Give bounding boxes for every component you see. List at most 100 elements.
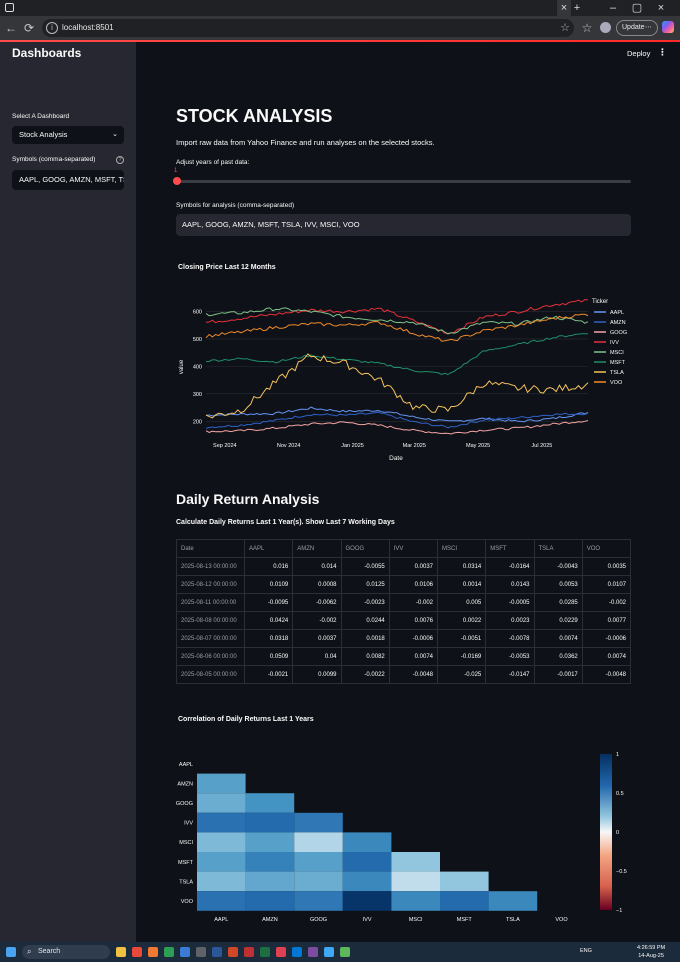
app-icon-7[interactable] [292,947,302,957]
back-icon[interactable]: ← [5,21,17,35]
heatmap-cell[interactable] [245,832,295,852]
heatmap-cell[interactable] [245,793,295,813]
series-line-aapl[interactable] [205,406,589,423]
sidebar-symbols-input[interactable]: AAPL, GOOG, AMZN, MSFT, TS [12,170,124,190]
update-button[interactable]: Update ⋯ [616,20,658,36]
deploy-button[interactable]: Deploy [627,49,651,58]
heatmap-cell[interactable] [391,871,440,892]
series-line-tsla[interactable] [205,353,589,419]
heatmap-cell[interactable] [197,891,246,911]
years-slider[interactable] [176,180,631,183]
heatmap-cell[interactable] [245,891,295,911]
heatmap-cell[interactable] [245,871,295,892]
heatmap-cell[interactable] [197,812,246,833]
powerpoint-icon[interactable] [228,947,238,957]
app-icon-3[interactable] [164,947,174,957]
site-info-icon[interactable]: i [46,22,58,34]
app-icon-1[interactable] [132,947,142,957]
dashboard-select[interactable]: Stock Analysis ⌄ [12,126,124,144]
series-line-ivv[interactable] [205,299,589,334]
legend-item-voo[interactable]: VOO [610,380,623,386]
heatmap-cell[interactable] [342,891,392,911]
heatmap-cell[interactable] [197,852,246,872]
legend-item-aapl[interactable]: AAPL [610,310,624,316]
table-row[interactable]: 2025-08-12 00:00:00 0.0109 0.0008 0.0125 0.0… [176,575,632,594]
table-row[interactable]: 2025-08-05 00:00:00 -0.0021 0.0099 -0.0022-… [176,665,632,684]
returns-table[interactable]: Date AAPL AMZN GOOG IVV MSCI MSFT TSLA VOO 2025-… [176,539,632,684]
column-header[interactable]: MSFT [485,539,535,558]
heatmap-cell[interactable] [294,832,343,852]
column-header[interactable]: IVV [388,539,439,558]
app-icon-2[interactable] [148,947,158,957]
column-header[interactable]: TSLA [533,539,583,558]
taskbar-search[interactable]: ⌕ Search [22,945,110,959]
table-row[interactable]: 2025-08-13 00:00:00 0.016 0.014 -0.0055 0.00… [176,557,632,576]
column-header[interactable]: Date [176,539,245,558]
app-icon-6[interactable] [276,947,286,957]
heatmap-cell[interactable] [440,871,489,892]
table-row[interactable]: 2025-08-11 00:00:00 -0.0095 -0.0062 -0.0023… [176,593,632,612]
column-header[interactable]: AMZN [292,539,342,558]
maximize-icon[interactable]: ▢ [631,2,643,14]
app-icon-4[interactable] [196,947,206,957]
column-header[interactable]: MSCI [436,539,487,558]
tab-active[interactable] [557,0,571,16]
heatmap-cell[interactable] [245,812,295,833]
column-header[interactable]: VOO [581,539,632,558]
copilot-icon[interactable] [662,21,676,35]
app-icon-9[interactable] [324,947,334,957]
table-row[interactable]: 2025-08-07 00:00:00 0.0318 0.0037 0.0018 -0.… [176,629,632,648]
table-row[interactable]: 2025-08-08 00:00:00 0.0424 -0.002 0.0244 0.0… [176,611,632,630]
excel-icon[interactable] [260,947,270,957]
profile-avatar[interactable] [598,21,612,35]
heatmap-cell[interactable] [294,852,343,872]
heatmap-cell[interactable] [294,812,343,833]
main-menu-icon[interactable]: ⋮ [658,47,667,57]
new-tab-icon[interactable]: + [573,2,581,14]
start-icon[interactable] [6,947,16,957]
bookmark-star-icon[interactable]: ☆ [560,22,570,34]
series-line-amzn[interactable] [205,411,589,429]
language-indicator[interactable]: ENG [580,948,592,954]
edge-icon[interactable] [180,947,190,957]
heatmap-cell[interactable] [245,852,295,872]
table-row[interactable]: 2025-08-06 00:00:00 0.0509 0.04 0.0082 0.007… [176,647,632,666]
closing-price-chart[interactable]: 200 300 400 500 600 Sep 2024 Nov 2024 Jan 2025… [170,285,640,465]
legend-item-ivv[interactable]: IVV [610,340,619,346]
heatmap-cell[interactable] [342,871,392,892]
app-icon-5[interactable] [244,947,254,957]
series-line-goog[interactable] [205,420,589,435]
url-field[interactable]: i localhost:8501 ☆ [42,19,574,37]
app-icon-10[interactable] [340,947,350,957]
heatmap-cell[interactable] [294,871,343,892]
clock[interactable]: 4:26:59 PM 14-Aug-25 [637,944,665,960]
minimize-icon[interactable]: – [609,2,617,14]
app-icon-8[interactable] [308,947,318,957]
reload-icon[interactable]: ⟳ [23,21,35,35]
heatmap-cell[interactable] [391,852,440,872]
heatmap-cell[interactable] [391,891,440,911]
heatmap-cell[interactable] [197,773,246,794]
heatmap-cell[interactable] [294,891,343,911]
extensions-icon[interactable]: ☆ [581,21,593,35]
series-line-msci[interactable] [205,307,589,335]
legend-item-msft[interactable]: MSFT [610,360,626,366]
file-explorer-icon[interactable] [116,947,126,957]
legend-item-goog[interactable]: GOOG [610,330,627,336]
tab-close-icon[interactable]: × [560,2,568,14]
help-icon[interactable]: ? [116,156,124,164]
heatmap-cell[interactable] [440,891,489,911]
heatmap-cell[interactable] [488,891,538,911]
symbols-input[interactable]: AAPL, GOOG, AMZN, MSFT, TSLA, IVV, MSCI,… [176,214,631,236]
legend-item-msci[interactable]: MSCI [610,350,624,356]
heatmap-cell[interactable] [197,793,246,813]
series-line-voo[interactable] [205,313,589,342]
column-header[interactable]: AAPL [243,539,294,558]
correlation-heatmap[interactable]: AAPL AMZN GOOG IVV MSCI MSFT TSLA VOO AAPL AMZN G… [170,745,640,935]
column-header[interactable]: GOOG [340,539,390,558]
window-close-icon[interactable]: × [657,2,665,14]
series-line-msft[interactable] [205,333,589,376]
heatmap-cell[interactable] [342,832,392,852]
legend-item-tsla[interactable]: TSLA [610,370,624,376]
window-menu-icon[interactable] [5,3,14,12]
